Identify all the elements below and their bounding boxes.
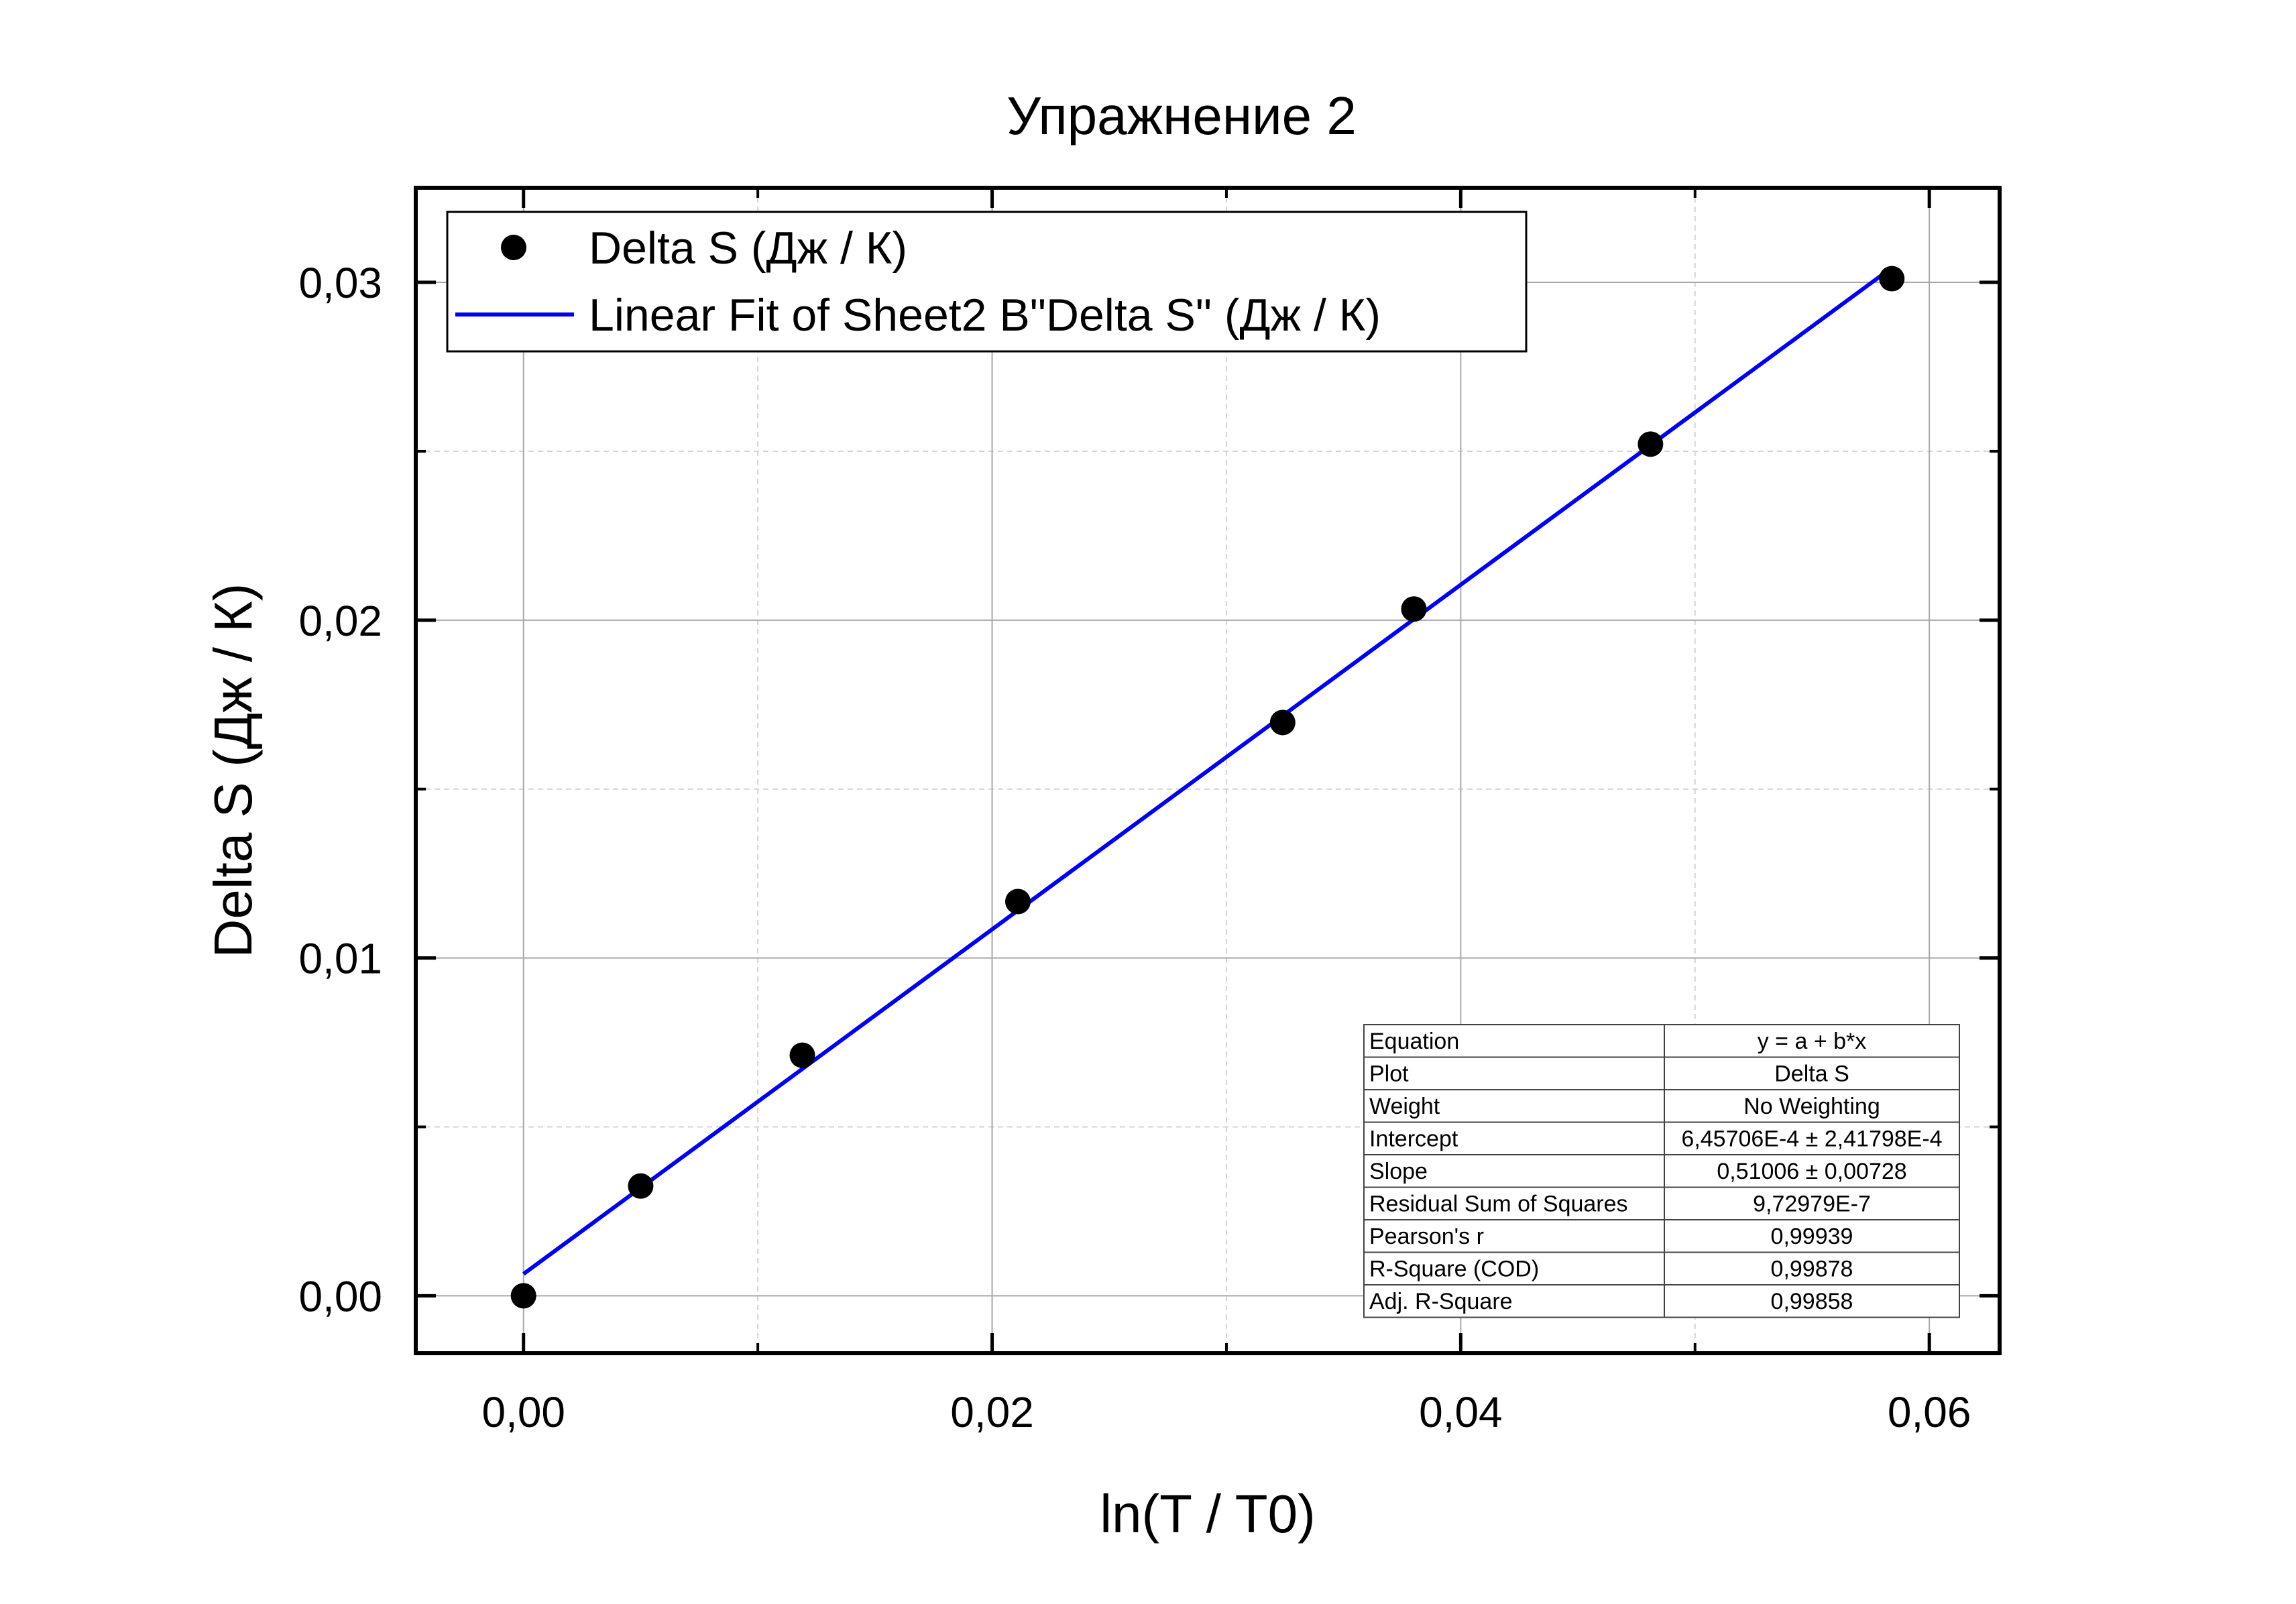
stats-row-label: Weight [1369, 1094, 1440, 1119]
axis-ticks [416, 188, 2000, 1353]
x-axis-label: ln(T / T0) [1100, 1484, 1316, 1544]
stats-row-value: 0,99858 [1771, 1289, 1853, 1314]
legend-label-scatter: Delta S (Дж / К) [589, 223, 907, 274]
y-tick-label: 0,03 [298, 259, 382, 307]
stats-table-frame [1363, 1024, 1960, 1318]
y-tick-label: 0,00 [298, 1272, 382, 1320]
data-point [1638, 431, 1664, 457]
stats-row-value: 9,72979E-7 [1753, 1192, 1871, 1217]
stats-row-value: y = a + b*x [1758, 1029, 1867, 1054]
data-point [1269, 709, 1296, 736]
stats-row-label: Adj. R-Square [1369, 1289, 1513, 1314]
chart-title: Упражнение 2 [1007, 86, 1357, 146]
stats-row-label: Equation [1369, 1029, 1459, 1054]
fit-stats-table: Equation y = a + b*x Plot Delta S Weight No W… [1363, 1024, 1960, 1318]
data-point [1401, 596, 1427, 622]
grid [416, 188, 2000, 1353]
x-tick-label: 0,00 [481, 1388, 565, 1436]
fit-line [522, 266, 1894, 1276]
x-tick-labels: 0,00 0,02 0,04 0,06 [481, 1388, 1971, 1436]
stats-row-label: Plot [1369, 1062, 1409, 1087]
stats-row-label: Intercept [1369, 1127, 1458, 1152]
x-tick-label: 0,04 [1419, 1388, 1503, 1436]
stats-row-label: R-Square (COD) [1369, 1257, 1539, 1282]
legend: Delta S (Дж / К) Linear Fit of Sheet2 B"… [446, 211, 1528, 353]
fit-line-group [522, 266, 1894, 1276]
stats-row-value: Delta S [1774, 1062, 1849, 1087]
x-tick-label: 0,02 [950, 1388, 1034, 1436]
legend-marker-scatter [501, 235, 526, 260]
y-axis-label: Delta S (Дж / К) [203, 583, 263, 958]
stats-row-value: 0,99939 [1771, 1224, 1853, 1249]
data-point [1879, 266, 1905, 292]
y-tick-label: 0,02 [298, 597, 382, 645]
stats-row-value: No Weighting [1743, 1094, 1880, 1119]
stats-row-value: 6,45706E-4 ± 2,41798E-4 [1681, 1127, 1942, 1152]
data-point [510, 1283, 536, 1309]
stats-row-value: 0,99878 [1771, 1257, 1853, 1282]
y-tick-label: 0,01 [298, 935, 382, 983]
stats-row-label: Slope [1369, 1159, 1428, 1184]
x-tick-label: 0,06 [1888, 1388, 1971, 1436]
data-point [628, 1173, 654, 1199]
y-tick-labels: 0,00 0,01 0,02 0,03 [298, 259, 382, 1320]
data-point [1005, 889, 1031, 915]
legend-box [446, 211, 1528, 353]
legend-label-fit: Linear Fit of Sheet2 B"Delta S" (Дж / К) [589, 290, 1381, 341]
plot-frame [414, 186, 2002, 1355]
data-points [510, 266, 1905, 1309]
stats-row-value: 0,51006 ± 0,00728 [1717, 1159, 1906, 1184]
stats-row-label: Pearson's r [1369, 1224, 1484, 1249]
data-point [789, 1042, 815, 1068]
stats-row-label: Residual Sum of Squares [1369, 1192, 1628, 1217]
